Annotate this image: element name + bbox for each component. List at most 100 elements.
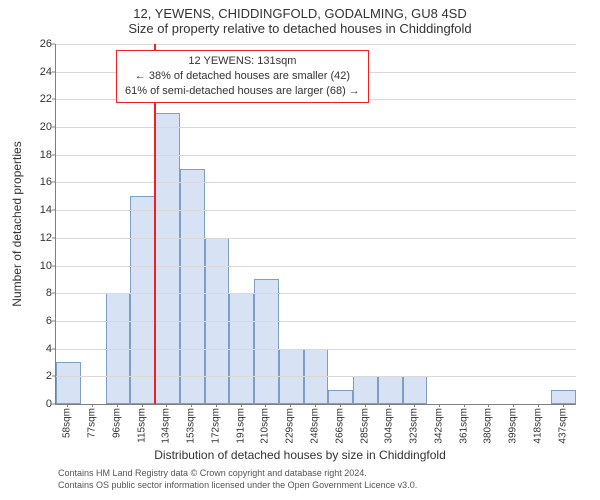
y-tick-label: 10 [24,260,52,272]
y-tick-label: 12 [24,232,52,244]
x-tick-label: 285sqm [359,408,370,444]
x-tick-label: 248sqm [310,408,321,444]
license-footer: Contains HM Land Registry data © Crown c… [58,468,417,491]
x-tick-mark [241,404,242,407]
y-tick-mark [52,265,55,266]
y-tick-mark [52,237,55,238]
x-tick-mark [340,404,341,407]
histogram-bar [180,169,205,404]
histogram-bar [378,376,403,404]
y-tick-mark [52,182,55,183]
gridline [56,266,576,267]
y-tick-mark [52,293,55,294]
x-tick-mark [92,404,93,407]
x-tick-mark [414,404,415,407]
y-tick-label: 24 [24,66,52,78]
x-tick-label: 304sqm [384,408,395,444]
x-tick-mark [365,404,366,407]
gridline [56,210,576,211]
x-tick-mark [166,404,167,407]
y-tick-mark [52,210,55,211]
annotation-callout: 12 YEWENS: 131sqm← 38% of detached house… [116,50,369,103]
x-tick-mark [488,404,489,407]
x-tick-label: 380sqm [483,408,494,444]
x-tick-label: 172sqm [210,408,221,444]
histogram-bar [56,362,81,404]
x-axis-label: Distribution of detached houses by size … [0,448,600,462]
annotation-line2: ← 38% of detached houses are smaller (42… [125,69,360,84]
x-tick-label: 229sqm [285,408,296,444]
histogram-bar [328,390,353,404]
gridline [56,238,576,239]
gridline [56,293,576,294]
y-tick-label: 26 [24,38,52,50]
x-tick-label: 153sqm [186,408,197,444]
y-tick-label: 6 [24,315,52,327]
histogram-bar [254,279,279,404]
x-tick-mark [117,404,118,407]
title-line2: Size of property relative to detached ho… [0,21,600,36]
x-tick-mark [538,404,539,407]
footer-line2: Contains OS public sector information li… [58,480,417,492]
x-tick-label: 96sqm [111,408,122,438]
y-axis-label: Number of detached properties [10,141,24,306]
x-tick-label: 115sqm [136,408,147,443]
x-tick-mark [389,404,390,407]
histogram-bar [403,376,428,404]
title-line1: 12, YEWENS, CHIDDINGFOLD, GODALMING, GU8… [0,6,600,21]
x-tick-mark [513,404,514,407]
y-tick-label: 8 [24,287,52,299]
histogram-bar [155,113,180,404]
x-tick-mark [142,404,143,407]
x-tick-label: 266sqm [334,408,345,444]
x-tick-mark [563,404,564,407]
histogram-bar [353,376,378,404]
y-tick-label: 0 [24,398,52,410]
x-tick-mark [464,404,465,407]
x-tick-label: 399sqm [508,408,519,444]
y-tick-mark [52,154,55,155]
gridline [56,155,576,156]
y-tick-mark [52,127,55,128]
y-tick-mark [52,320,55,321]
x-tick-mark [265,404,266,407]
x-tick-label: 342sqm [433,408,444,444]
y-tick-label: 18 [24,149,52,161]
gridline [56,321,576,322]
gridline [56,127,576,128]
x-tick-label: 361sqm [458,408,469,444]
y-tick-label: 14 [24,204,52,216]
y-tick-label: 16 [24,176,52,188]
y-tick-mark [52,44,55,45]
y-tick-mark [52,404,55,405]
y-tick-label: 2 [24,370,52,382]
x-tick-mark [290,404,291,407]
x-tick-mark [216,404,217,407]
histogram-bar [551,390,576,404]
y-tick-label: 20 [24,121,52,133]
y-tick-mark [52,348,55,349]
x-tick-label: 323sqm [409,408,420,444]
x-tick-label: 418sqm [532,408,543,444]
y-tick-mark [52,71,55,72]
y-tick-mark [52,99,55,100]
histogram-bar [130,196,155,404]
gridline [56,349,576,350]
footer-line1: Contains HM Land Registry data © Crown c… [58,468,417,480]
gridline [56,376,576,377]
y-tick-mark [52,376,55,377]
x-tick-label: 210sqm [260,408,271,444]
x-tick-label: 77sqm [87,408,98,438]
x-tick-mark [191,404,192,407]
y-tick-label: 22 [24,93,52,105]
x-tick-label: 58sqm [62,408,73,438]
annotation-line3: 61% of semi-detached houses are larger (… [125,84,360,99]
x-tick-mark [439,404,440,407]
chart-title-block: 12, YEWENS, CHIDDINGFOLD, GODALMING, GU8… [0,0,600,36]
gridline [56,44,576,45]
x-tick-mark [315,404,316,407]
gridline [56,182,576,183]
x-tick-label: 191sqm [235,408,246,444]
y-tick-label: 4 [24,343,52,355]
x-tick-label: 134sqm [161,408,172,444]
